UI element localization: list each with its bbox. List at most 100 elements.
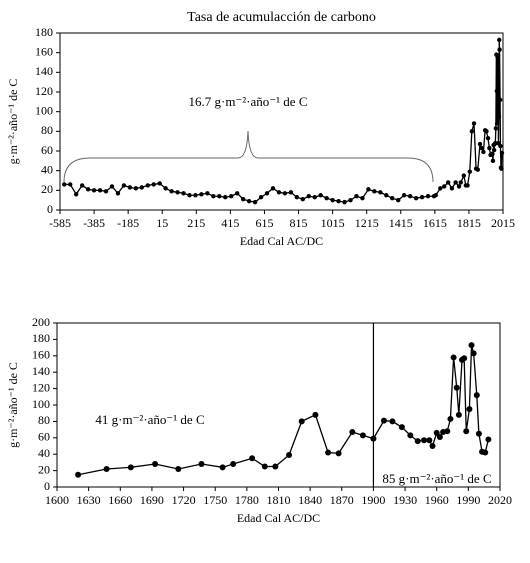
data-point — [336, 198, 341, 204]
data-point — [477, 141, 483, 147]
data-point — [211, 194, 216, 199]
data-point — [252, 199, 258, 205]
data-point — [330, 197, 335, 203]
y-tick-label: 20 — [38, 462, 50, 476]
data-point — [181, 191, 186, 196]
data-point — [458, 180, 463, 185]
x-tick-label: 15 — [156, 216, 168, 230]
data-point — [205, 191, 210, 196]
x-tick-label: 1415 — [389, 216, 413, 230]
y-tick-label: 120 — [35, 84, 53, 98]
data-point — [497, 47, 502, 52]
annotation: 41 g·m⁻²·año⁻¹ de C — [95, 412, 204, 427]
data-point — [133, 186, 139, 191]
data-point — [261, 463, 268, 470]
data-point — [449, 186, 455, 191]
y-tick-label: 120 — [32, 380, 50, 394]
data-point — [471, 121, 477, 126]
data-point — [456, 184, 462, 189]
data-point — [493, 140, 498, 146]
data-point — [433, 193, 438, 198]
data-point — [348, 197, 353, 203]
data-point — [497, 97, 503, 103]
data-point — [127, 185, 133, 190]
data-point — [193, 193, 198, 198]
data-point — [429, 443, 436, 449]
data-point — [389, 418, 396, 425]
data-point — [442, 184, 447, 189]
y-tick-label: 140 — [35, 64, 53, 78]
data-point — [152, 461, 159, 468]
x-tick-label: 1615 — [423, 216, 447, 230]
data-point — [438, 186, 443, 191]
x-tick-label: -185 — [117, 216, 139, 230]
data-point — [145, 183, 150, 188]
data-point — [421, 437, 428, 444]
data-point — [249, 455, 256, 462]
data-point — [318, 193, 323, 198]
data-point — [419, 195, 425, 200]
x-tick-label: 1870 — [330, 493, 354, 507]
data-point — [270, 186, 276, 191]
data-point — [461, 173, 467, 178]
data-point — [306, 194, 311, 199]
data-point — [468, 342, 475, 349]
data-point — [497, 37, 502, 43]
x-tick-label: 2015 — [491, 216, 515, 230]
y-tick-label: 180 — [35, 25, 53, 39]
data-point — [272, 463, 279, 470]
data-point — [286, 452, 293, 459]
data-point — [433, 429, 440, 436]
data-point — [450, 354, 457, 361]
data-point — [484, 129, 489, 134]
x-tick-label: 1660 — [108, 493, 132, 507]
data-point — [282, 191, 288, 196]
x-tick-label: 1215 — [355, 216, 379, 230]
data-point — [360, 196, 365, 201]
data-point — [324, 196, 329, 201]
data-point — [223, 195, 228, 200]
data-point — [354, 194, 359, 199]
data-point — [235, 191, 240, 196]
y-tick-label: 100 — [32, 397, 50, 411]
x-tick-label: 1720 — [172, 493, 196, 507]
data-point — [499, 150, 505, 156]
data-point — [325, 449, 332, 456]
data-point — [495, 121, 500, 126]
data-point — [312, 411, 319, 418]
data-point — [187, 193, 192, 198]
x-tick-label: 415 — [221, 216, 239, 230]
data-point — [151, 182, 156, 187]
data-point — [300, 196, 305, 202]
y-tick-label: 80 — [41, 123, 53, 137]
data-point — [407, 194, 413, 199]
data-point — [175, 190, 180, 195]
data-point — [479, 145, 484, 151]
x-tick-label: 1630 — [77, 493, 101, 507]
x-tick-label: -585 — [49, 216, 71, 230]
data-point — [163, 186, 168, 191]
data-point — [453, 384, 460, 391]
data-point — [264, 191, 270, 196]
x-tick-label: 1750 — [203, 493, 227, 507]
data-point — [103, 189, 109, 194]
data-point — [359, 432, 366, 439]
data-point — [466, 406, 473, 413]
data-point — [384, 193, 389, 198]
y-tick-label: 140 — [32, 364, 50, 378]
x-axis-label: Edad Cal AC/DC — [240, 234, 323, 248]
data-point — [487, 145, 492, 151]
data-point — [79, 183, 85, 188]
data-point — [414, 438, 421, 445]
data-point — [378, 190, 383, 195]
data-point — [455, 411, 462, 418]
data-point — [447, 415, 454, 422]
data-line — [64, 39, 503, 203]
x-tick-label: 1930 — [393, 493, 417, 507]
data-line — [77, 344, 490, 476]
y-tick-label: 160 — [32, 348, 50, 362]
data-point — [157, 181, 162, 186]
data-point — [380, 417, 387, 424]
data-point — [470, 350, 477, 357]
data-point — [230, 461, 237, 468]
